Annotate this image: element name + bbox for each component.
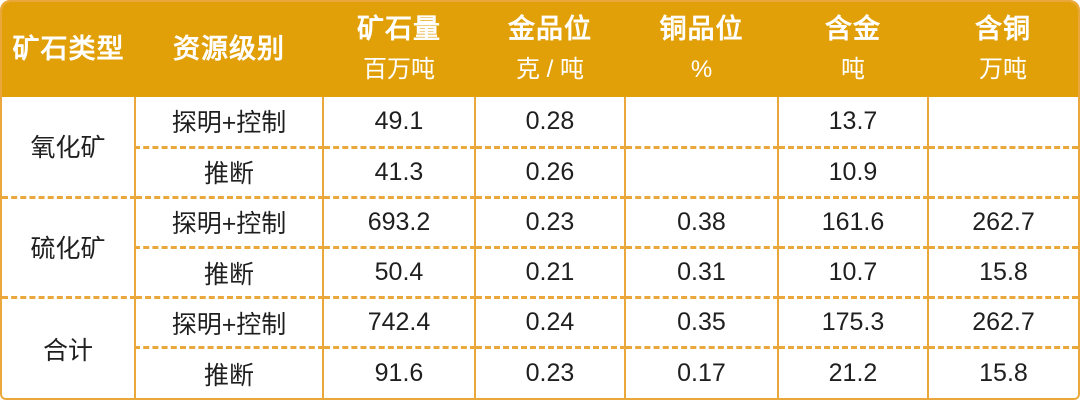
value-cell-copper-grade: 0.38 bbox=[624, 195, 778, 248]
value-cell-contained-copper: 15.8 bbox=[927, 346, 1078, 398]
col-header-ore-type-label: 矿石类型 bbox=[12, 33, 125, 64]
col-header-contained-gold-unit: 吨 bbox=[841, 56, 865, 84]
header-row: 矿石类型 资源级别 矿石量 百万吨 金品位 克 / 吨 bbox=[2, 2, 1078, 97]
value-cell-copper-grade bbox=[624, 97, 778, 148]
col-header-ore-type: 矿石类型 bbox=[2, 2, 135, 97]
level-cell: 探明+控制 bbox=[134, 97, 323, 148]
row-total-inferred: 推断 91.6 0.23 0.17 21.2 15.8 bbox=[2, 346, 1078, 398]
col-header-contained-gold-label: 含金 bbox=[825, 14, 881, 45]
col-header-copper-grade-unit: % bbox=[690, 56, 713, 84]
value-cell-copper-grade: 0.35 bbox=[624, 296, 778, 348]
value-cell-ore-tonnage: 41.3 bbox=[322, 145, 475, 198]
value-cell-gold-grade: 0.23 bbox=[474, 195, 625, 248]
group-cell-oxide-ore: 氧化矿 bbox=[2, 97, 135, 198]
level-cell: 探明+控制 bbox=[134, 296, 323, 348]
value-cell-contained-copper: 262.7 bbox=[927, 296, 1078, 348]
level-cell: 推断 bbox=[134, 346, 323, 398]
value-cell-ore-tonnage: 91.6 bbox=[322, 346, 475, 398]
col-header-contained-copper-label: 含铜 bbox=[975, 14, 1031, 45]
row-total-measured: 合计 探明+控制 742.4 0.24 0.35 175.3 262.7 bbox=[2, 296, 1078, 398]
value-cell-contained-copper: 15.8 bbox=[927, 245, 1078, 298]
col-header-ore-tonnage-unit: 百万吨 bbox=[363, 56, 435, 84]
value-cell-gold-grade: 0.28 bbox=[474, 97, 625, 148]
value-cell-gold-grade: 0.26 bbox=[474, 145, 625, 198]
value-cell-ore-tonnage: 742.4 bbox=[322, 296, 475, 348]
value-cell-gold-grade: 0.23 bbox=[474, 346, 625, 398]
value-cell-copper-grade bbox=[624, 145, 778, 198]
value-cell-contained-gold: 10.7 bbox=[777, 245, 928, 298]
value-cell-contained-copper bbox=[927, 97, 1078, 148]
col-header-gold-grade-unit: 克 / 吨 bbox=[515, 56, 584, 84]
level-cell: 推断 bbox=[134, 145, 323, 198]
table-header: 矿石类型 资源级别 矿石量 百万吨 金品位 克 / 吨 bbox=[2, 2, 1078, 97]
value-cell-ore-tonnage: 50.4 bbox=[322, 245, 475, 298]
col-header-ore-tonnage: 矿石量 百万吨 bbox=[323, 2, 475, 97]
col-header-contained-copper: 含铜 万吨 bbox=[928, 2, 1078, 97]
value-cell-contained-gold: 10.9 bbox=[777, 145, 928, 198]
col-header-gold-grade: 金品位 克 / 吨 bbox=[475, 2, 625, 97]
col-header-copper-grade-label: 铜品位 bbox=[659, 14, 744, 45]
col-header-contained-gold: 含金 吨 bbox=[778, 2, 928, 97]
col-header-resource-level-label: 资源级别 bbox=[173, 33, 285, 64]
col-header-gold-grade-label: 金品位 bbox=[508, 14, 592, 45]
row-oxide-inferred: 推断 41.3 0.26 10.9 bbox=[2, 145, 1078, 198]
value-cell-copper-grade: 0.31 bbox=[624, 245, 778, 298]
value-cell-contained-gold: 175.3 bbox=[777, 296, 928, 348]
value-cell-contained-copper: 262.7 bbox=[927, 195, 1078, 248]
value-cell-ore-tonnage: 49.1 bbox=[322, 97, 475, 148]
col-header-resource-level: 资源级别 bbox=[135, 2, 323, 97]
col-header-copper-grade: 铜品位 % bbox=[625, 2, 778, 97]
value-cell-ore-tonnage: 693.2 bbox=[322, 195, 475, 248]
row-sulfide-inferred: 推断 50.4 0.21 0.31 10.7 15.8 bbox=[2, 245, 1078, 298]
value-cell-gold-grade: 0.21 bbox=[474, 245, 625, 298]
level-cell: 推断 bbox=[134, 245, 323, 298]
value-cell-contained-gold: 161.6 bbox=[777, 195, 928, 248]
value-cell-contained-gold: 13.7 bbox=[777, 97, 928, 148]
row-oxide-measured: 氧化矿 探明+控制 49.1 0.28 13.7 bbox=[2, 97, 1078, 198]
group-cell-sulfide-ore: 硫化矿 bbox=[2, 195, 135, 298]
table-body: 氧化矿 探明+控制 49.1 0.28 13.7 推断 41.3 0.26 10… bbox=[2, 97, 1078, 398]
col-header-contained-copper-unit: 万吨 bbox=[979, 56, 1027, 84]
value-cell-contained-gold: 21.2 bbox=[777, 346, 928, 398]
col-header-ore-tonnage-label: 矿石量 bbox=[357, 14, 441, 45]
row-sulfide-measured: 硫化矿 探明+控制 693.2 0.23 0.38 161.6 262.7 bbox=[2, 195, 1078, 298]
value-cell-contained-copper bbox=[927, 145, 1078, 198]
group-cell-total: 合计 bbox=[2, 296, 135, 398]
level-cell: 探明+控制 bbox=[134, 195, 323, 248]
value-cell-gold-grade: 0.24 bbox=[474, 296, 625, 348]
value-cell-copper-grade: 0.17 bbox=[624, 346, 778, 398]
